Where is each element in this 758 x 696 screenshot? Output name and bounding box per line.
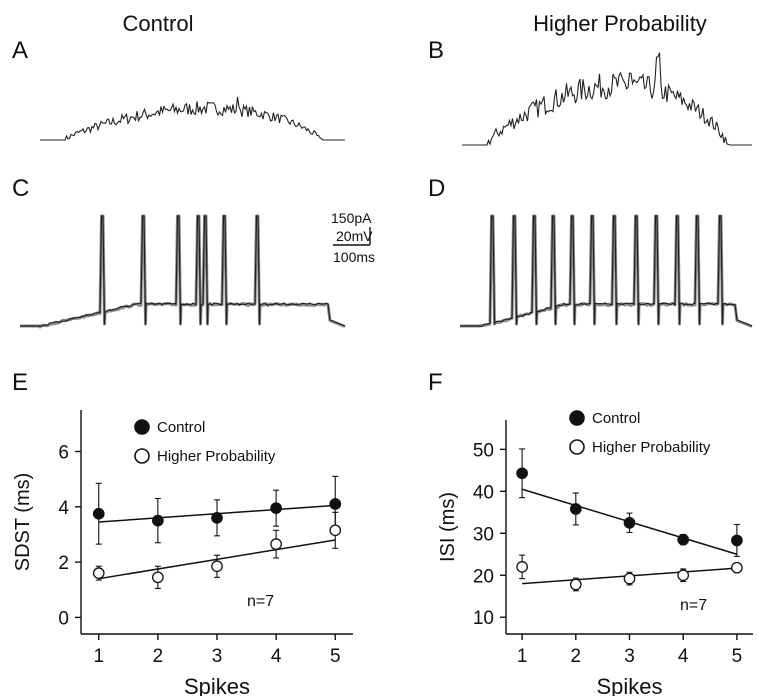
trace-d-voltage	[460, 214, 753, 328]
x-tick-label: 5	[732, 646, 743, 667]
scale-bar-time-label: 100ms	[333, 249, 375, 265]
x-tick-label: 4	[271, 646, 282, 667]
data-point-control	[569, 503, 582, 515]
y-axis-label: SDST (ms)	[12, 473, 34, 572]
data-point-higher-probability	[92, 567, 105, 580]
panel-label-f: F	[428, 369, 443, 396]
x-tick-label: 5	[330, 646, 341, 667]
y-tick-label: 2	[58, 553, 69, 574]
data-point-higher-probability	[152, 571, 164, 584]
legend-label: Control	[157, 419, 205, 436]
data-point-higher-probability	[329, 524, 342, 537]
scale-bar: 150pA 20mV 100ms	[331, 210, 375, 265]
current-trace-path	[462, 52, 752, 146]
scale-bar-voltage-label: 20mV	[336, 228, 373, 244]
data-point-control	[677, 533, 690, 546]
data-point-control	[731, 534, 743, 547]
data-point-higher-probability	[677, 569, 690, 582]
y-tick-label: 0	[58, 608, 69, 629]
legend-marker	[569, 410, 585, 426]
data-point-control	[270, 502, 282, 515]
y-tick-label: 30	[473, 524, 494, 545]
n-annotation: n=7	[247, 593, 274, 610]
data-point-higher-probability	[731, 561, 743, 574]
x-tick-label: 3	[624, 646, 635, 667]
data-point-control	[516, 467, 528, 480]
data-point-higher-probability	[270, 538, 282, 550]
legend-label: Higher Probability	[592, 439, 711, 456]
y-axis-label: ISI (ms)	[437, 492, 459, 562]
data-point-control	[92, 507, 105, 520]
voltage-trace-path	[20, 215, 346, 327]
data-point-control	[152, 514, 164, 527]
voltage-trace-path	[20, 214, 346, 329]
data-point-higher-probability	[569, 578, 582, 591]
data-point-control	[329, 498, 342, 510]
data-point-control	[623, 516, 636, 529]
data-point-higher-probability	[623, 572, 636, 585]
panel-label-a: A	[12, 37, 28, 64]
trace-a-current	[40, 96, 345, 141]
y-tick-label: 40	[473, 482, 494, 503]
data-point-higher-probability	[516, 561, 528, 573]
y-tick-label: 50	[473, 440, 494, 461]
x-tick-label: 1	[93, 646, 104, 667]
y-tick-label: 4	[58, 498, 69, 519]
col-title-control: Control	[123, 11, 194, 36]
panel-label-e: E	[12, 369, 28, 396]
chart-f: 1 2 3 4 5 10 20 30 40 50 Spikes ISI (ms) Control High…	[437, 410, 753, 696]
x-tick-label: 2	[571, 646, 582, 667]
y-tick-label: 10	[473, 608, 494, 629]
chart-e: 1 2 3 4 5 0 2 4 6 Spikes SDST (ms) Control Higher Pr…	[12, 410, 353, 696]
y-tick-label: 6	[58, 442, 69, 463]
data-point-higher-probability	[211, 560, 223, 573]
trace-c-voltage	[20, 214, 346, 329]
x-tick-label: 3	[212, 646, 223, 667]
trace-b-current	[462, 52, 752, 146]
voltage-trace-path	[460, 215, 753, 327]
x-axis-label: Spikes	[184, 674, 250, 696]
current-trace-path	[40, 96, 345, 141]
x-axis-label: Spikes	[596, 674, 662, 696]
panel-label-b: B	[428, 37, 444, 64]
x-tick-label: 2	[153, 646, 164, 667]
data-point-control	[211, 512, 223, 524]
x-tick-label: 4	[678, 646, 689, 667]
legend-marker	[134, 448, 150, 464]
n-annotation: n=7	[680, 597, 707, 614]
legend-label: Control	[592, 410, 640, 427]
col-title-higher-probability: Higher Probability	[533, 11, 707, 36]
voltage-trace-path	[460, 214, 753, 328]
y-tick-label: 20	[473, 566, 494, 587]
panel-label-d: D	[428, 175, 445, 202]
legend-label: Higher Probability	[157, 448, 276, 465]
scale-bar-current-label: 150pA	[331, 210, 372, 226]
legend-marker	[134, 419, 150, 435]
panel-label-c: C	[12, 175, 29, 202]
legend-marker	[569, 439, 585, 455]
x-tick-label: 1	[517, 646, 528, 667]
